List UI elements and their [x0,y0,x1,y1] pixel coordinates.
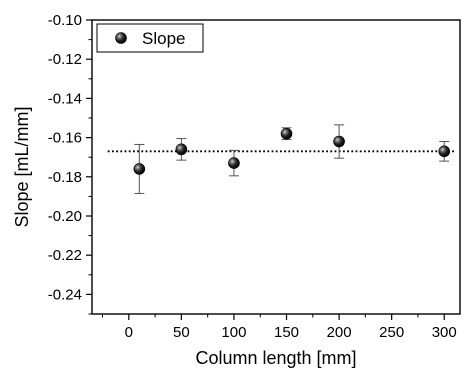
point-marker [438,145,451,158]
data-points-layer [133,124,451,194]
point-marker [133,163,146,175]
point-marker [228,157,240,169]
y-tick-label: -0.14 [48,90,82,107]
data-point [333,124,345,159]
data-point [438,141,451,162]
legend-marker [115,32,127,44]
x-tick-label: 100 [221,324,246,341]
point-marker [333,135,345,148]
point-marker [280,127,293,140]
y-tick-label: -0.12 [48,51,82,68]
y-axis: -0.10 -0.12 -0.14 -0.16 -0.18 -0.20 -0.22 -0.24 [48,12,92,315]
x-axis: 0 50 100 150 200 250 300 [102,314,457,341]
y-tick-label: -0.24 [48,286,82,303]
legend-box [96,23,204,53]
x-tick-label: 50 [173,324,190,341]
x-tick-label: 300 [432,324,457,341]
data-point [133,143,146,194]
data-point [228,149,240,177]
x-tick-label: 0 [125,324,133,341]
point-marker [175,143,188,156]
x-axis-title: Column length [mm] [195,348,356,368]
legend-label: Slope [142,29,185,48]
y-tick-label: -0.18 [48,169,82,186]
legend: Slope [96,23,204,53]
x-tick-label: 250 [379,324,404,341]
x-tick-label: 200 [327,324,352,341]
y-axis-title: Slope [mL/mm] [12,106,32,227]
y-tick-label: -0.10 [48,12,82,29]
x-tick-label: 150 [274,324,299,341]
y-tick-label: -0.20 [48,208,82,225]
plot-area [91,19,461,315]
data-point [280,127,293,141]
y-tick-label: -0.22 [48,247,82,264]
y-tick-label: -0.16 [48,130,82,147]
data-point [175,138,188,161]
